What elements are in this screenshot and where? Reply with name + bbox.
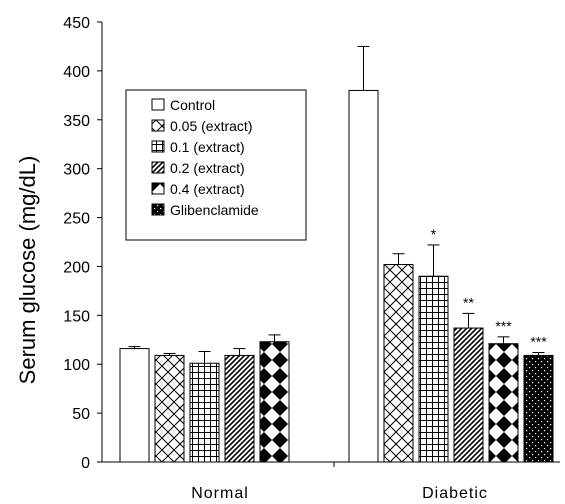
category-label-normal: Normal — [191, 485, 249, 502]
legend-label: 0.1 (extract) — [170, 139, 245, 155]
bar-diabetic-1 — [383, 263, 414, 463]
bar-diabetic-2 — [418, 275, 449, 463]
bar-diabetic-3 — [453, 327, 484, 463]
legend-label: 0.2 (extract) — [170, 160, 245, 176]
bar-normal-0 — [119, 348, 150, 463]
category-labels: Normal Diabetic — [191, 485, 488, 502]
y-tick-label: 250 — [63, 211, 90, 228]
y-tick-label: 300 — [63, 162, 90, 179]
y-axis-title: Serum glucose (mg/dL) — [15, 156, 40, 385]
bar-normal-1 — [154, 354, 185, 463]
bar-diabetic-0 — [348, 89, 379, 463]
bar-diabetic-4 — [488, 343, 519, 463]
legend-swatch — [151, 119, 165, 132]
significance-mark: * — [431, 226, 437, 242]
bar-normal-2 — [189, 362, 220, 463]
legend-swatch — [151, 182, 165, 195]
bar-diabetic-5 — [523, 354, 554, 463]
y-tick-label: 350 — [63, 113, 90, 130]
y-tick-label: 50 — [72, 406, 90, 423]
legend-swatch — [151, 98, 165, 111]
y-tick-label: 100 — [63, 357, 90, 374]
legend-label: 0.4 (extract) — [170, 181, 245, 197]
y-tick-label: 450 — [63, 15, 90, 32]
legend-label: Glibenclamide — [170, 202, 259, 218]
bars — [119, 45, 554, 463]
bar-normal-4 — [259, 341, 290, 463]
legend-swatch — [151, 140, 165, 153]
y-tick-label: 0 — [81, 455, 90, 472]
y-tick-label: 400 — [63, 64, 90, 81]
legend: Control 0.05 (extract) 0.1 (extract) 0.2 (e… — [125, 89, 307, 241]
legend-label: Control — [170, 97, 215, 113]
y-tick-label: 200 — [63, 259, 90, 276]
legend-swatch — [151, 203, 165, 216]
y-tick-label: 150 — [63, 308, 90, 325]
bar-normal-3 — [224, 354, 255, 463]
legend-label: 0.05 (extract) — [170, 118, 252, 134]
significance-mark: *** — [495, 318, 512, 334]
significance-mark: *** — [530, 333, 547, 349]
legend-swatch — [151, 161, 165, 174]
significance-marks: ********* — [431, 226, 547, 350]
y-axis-ticks: 0 50 100 150 200 250 300 350 400 450 — [63, 15, 102, 472]
significance-mark: ** — [463, 294, 474, 310]
category-label-diabetic: Diabetic — [422, 485, 488, 502]
